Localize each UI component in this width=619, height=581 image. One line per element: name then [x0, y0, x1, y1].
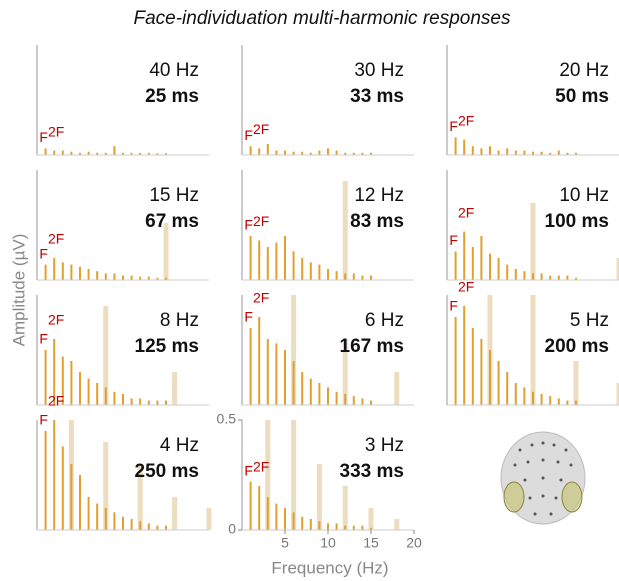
- harmonic-annotation: F: [39, 331, 48, 347]
- panel-period: 333 ms: [340, 461, 404, 482]
- harmonic-annotation: F: [244, 462, 253, 478]
- harmonic-annotation: 2F: [458, 112, 474, 128]
- x-tick-label: 5: [281, 535, 289, 551]
- base-peak: [172, 497, 178, 530]
- harmonic-annotation: F: [39, 245, 48, 261]
- figure-title: Face-individuation multi-harmonic respon…: [133, 8, 511, 29]
- base-peak: [291, 295, 297, 405]
- base-peak: [291, 420, 297, 530]
- panel-period: 50 ms: [555, 86, 609, 107]
- roi-right: [561, 481, 583, 513]
- harmonic-annotation: 2F: [458, 204, 474, 220]
- panel-frequency: 12 Hz: [354, 185, 404, 206]
- panel-period: 200 ms: [545, 336, 609, 357]
- panel-period: 125 ms: [135, 336, 199, 357]
- base-peak: [342, 181, 348, 280]
- roi-left: [503, 481, 525, 513]
- base-peak: [342, 486, 348, 530]
- panel-period: 33 ms: [350, 86, 404, 107]
- base-peak: [573, 361, 579, 405]
- harmonic-annotation: 2F: [48, 312, 64, 328]
- x-tick-label: 20: [406, 535, 422, 551]
- panel-frequency: 8 Hz: [160, 310, 199, 331]
- harmonic-annotation: F: [244, 127, 253, 143]
- panel-frequency: 40 Hz: [149, 60, 199, 81]
- panel-frequency: 5 Hz: [570, 310, 609, 331]
- panel-frequency: 4 Hz: [160, 435, 199, 456]
- harmonic-annotation: 2F: [253, 121, 269, 137]
- harmonic-annotation: F: [39, 129, 48, 145]
- base-peak: [368, 508, 374, 530]
- panel-period: 167 ms: [340, 336, 404, 357]
- base-peak: [616, 258, 619, 280]
- harmonic-annotation: 2F: [253, 213, 269, 229]
- y-axis-label: Amplitude (µV): [9, 234, 28, 347]
- harmonic-annotation: 2F: [48, 231, 64, 247]
- base-peak: [394, 372, 400, 405]
- base-peak: [342, 339, 348, 405]
- base-peak: [103, 442, 109, 530]
- x-tick-label: 10: [320, 535, 336, 551]
- panel-period: 100 ms: [545, 211, 609, 232]
- harmonic-annotation: 2F: [458, 279, 474, 295]
- x-tick-label: 15: [363, 535, 379, 551]
- base-peak: [206, 508, 212, 530]
- harmonic-annotation: 2F: [253, 459, 269, 475]
- base-peak: [172, 372, 178, 405]
- panel-frequency: 15 Hz: [149, 185, 199, 206]
- panel-frequency: 20 Hz: [559, 60, 609, 81]
- panel-period: 25 ms: [145, 86, 199, 107]
- panel-period: 67 ms: [145, 211, 199, 232]
- harmonic-annotation: F: [449, 298, 458, 314]
- panel-frequency: 3 Hz: [365, 435, 404, 456]
- harmonic-annotation: F: [449, 118, 458, 134]
- base-peak: [265, 420, 271, 530]
- base-peak: [616, 383, 619, 405]
- harmonic-annotation: F: [449, 232, 458, 248]
- base-peak: [163, 222, 169, 280]
- base-peak: [394, 519, 400, 530]
- base-peak: [530, 295, 536, 405]
- base-peak: [103, 306, 109, 405]
- electrodes: [513, 441, 573, 516]
- harmonic-annotation: 2F: [253, 290, 269, 306]
- y-tick-label: 0: [228, 521, 236, 537]
- harmonic-annotation: 2F: [48, 393, 64, 409]
- x-axis-label: Frequency (Hz): [271, 558, 388, 577]
- head-map: [500, 431, 586, 525]
- panel-frequency: 30 Hz: [354, 60, 404, 81]
- harmonic-annotation: F: [244, 217, 253, 233]
- y-tick-label: 0.5: [217, 411, 237, 427]
- base-peak: [316, 464, 322, 530]
- panel-frequency: 6 Hz: [365, 310, 404, 331]
- panel-period: 83 ms: [350, 211, 404, 232]
- harmonic-annotation: 2F: [48, 123, 64, 139]
- panel-frequency: 10 Hz: [559, 185, 609, 206]
- harmonic-annotation: F: [244, 309, 253, 325]
- panel-period: 250 ms: [135, 461, 199, 482]
- base-peak: [530, 203, 536, 280]
- base-peak: [137, 464, 143, 530]
- harmonic-annotation: F: [39, 412, 48, 428]
